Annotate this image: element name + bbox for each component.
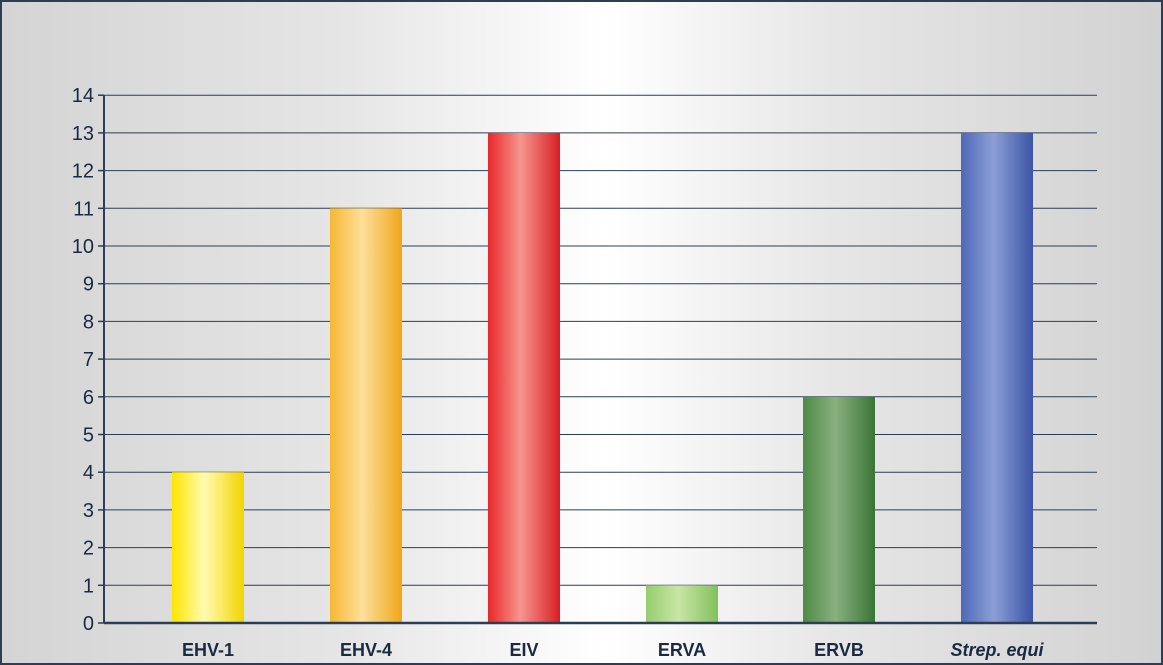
y-tick-label: 9 [83,274,94,296]
x-category-label: ERVA [658,640,706,660]
y-tick-label: 0 [83,613,94,635]
bar-strep-equi [961,132,1033,623]
y-tick-label: 6 [83,387,94,409]
y-tick-label: 13 [72,123,94,145]
y-tick-label: 10 [72,236,94,258]
x-category-label: EIV [509,640,538,660]
axes [98,94,1097,625]
x-category-label: EHV-1 [182,640,234,660]
bars [172,132,1033,624]
y-tick-label: 11 [73,198,94,220]
x-category-labels: EHV-1 EHV-4 EIV ERVA ERVB Strep. equi [182,640,1045,660]
x-category-label: Strep. equi [950,640,1044,660]
y-tick-label: 4 [83,462,94,484]
gridlines [104,94,1097,586]
y-tick-label: 7 [83,349,94,371]
x-category-label: ERVB [814,640,864,660]
y-tick-label: 12 [72,161,94,183]
bar-eiv [488,132,560,623]
bar-ehv-4 [330,208,402,624]
y-tick-label: 8 [83,311,94,333]
bar-erva [646,585,718,623]
y-tick-label: 1 [83,575,94,597]
y-tick-label: 5 [83,425,94,447]
y-tick-label: 14 [72,85,94,107]
bar-ehv-1 [172,472,244,623]
x-category-label: EHV-4 [340,640,392,660]
y-tick-label: 3 [83,500,94,522]
bar-ervb [803,396,875,623]
y-tick-label: 2 [83,538,94,560]
